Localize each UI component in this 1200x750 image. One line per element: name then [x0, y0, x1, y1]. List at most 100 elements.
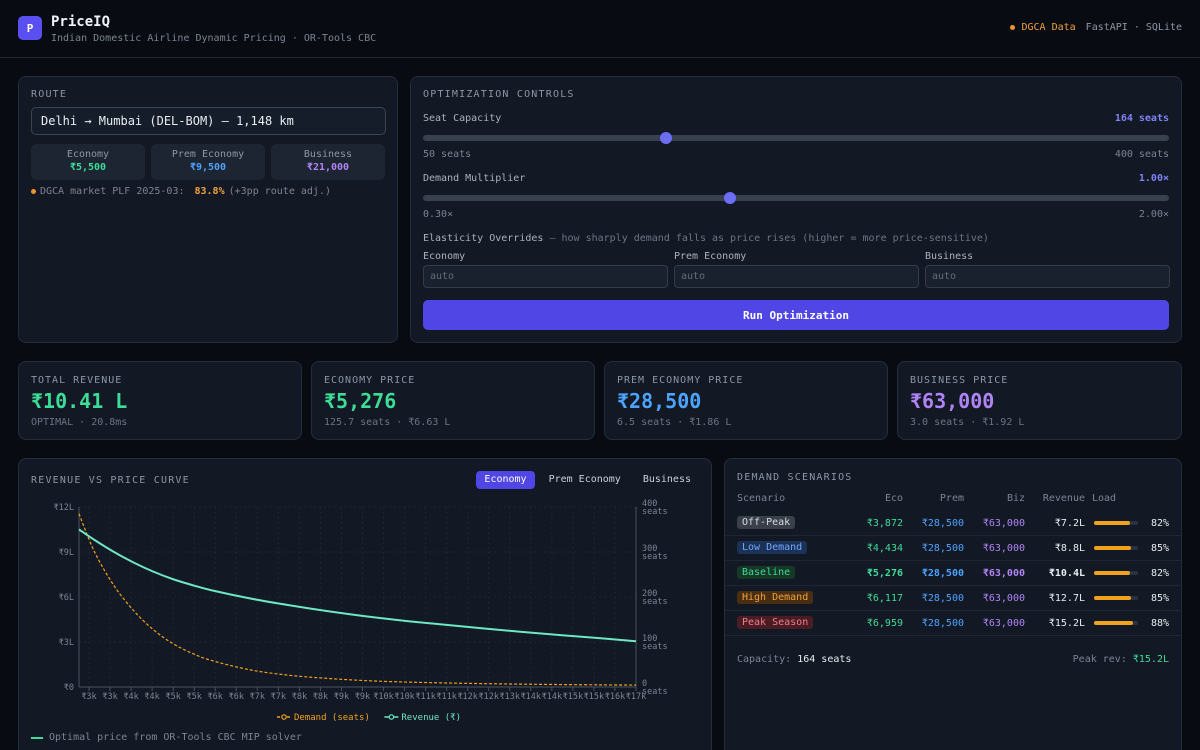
scenario-revenue: ₹8.8L — [1054, 543, 1085, 554]
scenario-prem-price: ₹28,500 — [921, 593, 964, 604]
scenario-load: 88% — [1150, 618, 1169, 629]
scenario-biz-price: ₹63,000 — [982, 543, 1025, 554]
demand-multiplier-min: 0.30× — [423, 209, 454, 220]
seat-capacity-slider-handle[interactable] — [659, 132, 672, 144]
kpi-value: ₹63,000 — [910, 389, 995, 413]
x-tick-label: ₹14k — [542, 692, 562, 702]
x-tick-label: ₹6k — [208, 692, 223, 702]
col-header-prem: Prem — [939, 493, 964, 504]
tab-economy[interactable]: Economy — [476, 471, 535, 489]
cabin-base-price: ₹9,500 — [189, 162, 227, 173]
data-source-label: DGCA Data — [1021, 22, 1076, 33]
y-left-tick-label: ₹3L — [59, 638, 74, 648]
scenario-load-fill — [1094, 521, 1131, 525]
kpi-card-prem-economy-price: PREM ECONOMY PRICE ₹28,500 6.5 seats · ₹… — [604, 361, 888, 440]
kpi-subtext: 6.5 seats · ₹1.86 L — [617, 417, 732, 428]
x-tick-label: ₹17k — [626, 692, 646, 702]
y-right-tick-label: 300 seats — [642, 544, 668, 562]
tab-prem-economy[interactable]: Prem Economy — [548, 474, 621, 485]
optimization-controls-panel: OPTIMIZATION CONTROLS Seat Capacity 164 … — [410, 76, 1182, 343]
cabin-card-business: Business ₹21,000 — [271, 144, 385, 180]
x-tick-label: ₹5k — [165, 692, 180, 702]
capacity-summary: Capacity: 164 seats — [737, 654, 851, 665]
y-left-tick-label: ₹0 — [64, 683, 74, 693]
app-subtitle: Indian Domestic Airline Dynamic Pricing … — [51, 33, 377, 44]
x-tick-label: ₹13k — [500, 692, 520, 702]
y-right-tick-label: 400 seats — [642, 499, 668, 517]
peak-revenue-value: ₹15.2L — [1132, 654, 1169, 665]
legend-label: Demand (seats) — [294, 713, 370, 723]
scenario-eco-price: ₹5,276 — [866, 568, 903, 579]
scenario-row: Baseline ₹5,276 ₹28,500 ₹63,000 ₹10.4L 82% — [725, 561, 1181, 586]
plf-dot-icon — [31, 189, 36, 194]
y-right-tick-label: 200 seats — [642, 589, 668, 607]
route-select[interactable]: Delhi → Mumbai (DEL-BOM) — 1,148 km — [31, 107, 386, 135]
kpi-subtext: 3.0 seats · ₹1.92 L — [910, 417, 1025, 428]
capacity-value: 164 seats — [797, 654, 852, 665]
x-tick-label: ₹7k — [250, 692, 265, 702]
tech-stack-label: FastAPI · SQLite — [1085, 22, 1182, 33]
seat-capacity-slider[interactable] — [423, 132, 1169, 144]
kpi-label: ECONOMY PRICE — [324, 375, 416, 386]
x-tick-label: ₹8k — [292, 692, 307, 702]
x-tick-label: ₹7k — [271, 692, 286, 702]
scenario-prem-price: ₹28,500 — [921, 518, 964, 529]
cabin-tabs: Economy Prem Economy Business — [476, 471, 699, 489]
scenario-row: Low Demand ₹4,434 ₹28,500 ₹63,000 ₹8.8L 85% — [725, 536, 1181, 561]
scenario-badge: Low Demand — [737, 541, 808, 554]
elasticity-business-input[interactable]: auto — [925, 265, 1170, 288]
plf-info: DGCA market PLF 2025-03: 83.8% (+3pp rou… — [31, 186, 331, 197]
demand-multiplier-max: 2.00× — [1138, 209, 1169, 220]
run-optimization-button[interactable]: Run Optimization — [423, 300, 1169, 330]
scenario-badge: High Demand — [737, 591, 814, 604]
peak-revenue-label: Peak rev: — [1072, 654, 1127, 665]
header-meta: DGCA Data FastAPI · SQLite — [1010, 22, 1182, 33]
demand-multiplier-slider-handle[interactable] — [724, 192, 737, 204]
x-tick-label: ₹6k — [229, 692, 244, 702]
kpi-value: ₹5,276 — [324, 389, 397, 413]
scenario-badge: Peak Season — [737, 616, 814, 629]
demand-multiplier-label: Demand Multiplier — [423, 173, 526, 184]
x-tick-label: ₹3k — [102, 692, 117, 702]
scenario-load: 85% — [1150, 543, 1169, 554]
cabin-name: Business — [303, 149, 353, 160]
scenario-load-bar — [1094, 546, 1138, 550]
legend-marker — [388, 714, 395, 720]
kpi-card-business-price: BUSINESS PRICE ₹63,000 3.0 seats · ₹1.92… — [897, 361, 1182, 440]
route-panel: ROUTE Delhi → Mumbai (DEL-BOM) — 1,148 k… — [18, 76, 398, 343]
scenario-load: 82% — [1150, 568, 1169, 579]
y-left-tick-label: ₹12L — [54, 503, 74, 513]
seat-capacity-label: Seat Capacity — [423, 113, 502, 124]
y-right-tick-label: 0 seats — [642, 679, 668, 697]
elasticity-economy-input[interactable]: auto — [423, 265, 668, 288]
elasticity-economy-label: Economy — [423, 251, 466, 262]
x-tick-label: ₹4k — [123, 692, 138, 702]
x-tick-label: ₹14k — [521, 692, 541, 702]
elasticity-prem-economy-input[interactable]: auto — [674, 265, 919, 288]
demand-multiplier-slider[interactable] — [423, 192, 1169, 204]
scenario-revenue: ₹10.4L — [1048, 568, 1085, 579]
legend-marker — [281, 714, 287, 720]
tab-business[interactable]: Business — [642, 474, 691, 485]
scenario-row: High Demand ₹6,117 ₹28,500 ₹63,000 ₹12.7L 85% — [725, 586, 1181, 611]
seat-capacity-max: 400 seats — [1114, 149, 1169, 160]
cabin-card-economy: Economy ₹5,500 — [31, 144, 145, 180]
app-header: P PriceIQ Indian Domestic Airline Dynami… — [0, 0, 1200, 58]
scenario-prem-price: ₹28,500 — [921, 568, 964, 579]
y-right-tick-label: 100 seats — [642, 634, 668, 652]
x-tick-label: ₹5k — [187, 692, 202, 702]
revenue-curve-panel: REVENUE VS PRICE CURVE Economy Prem Econ… — [18, 458, 712, 750]
x-tick-label: ₹12k — [457, 692, 477, 702]
x-tick-label: ₹11k — [415, 692, 435, 702]
demand-multiplier-value: 1.00× — [1138, 173, 1169, 184]
cabin-base-price: ₹21,000 — [306, 162, 350, 173]
legend-label: Revenue (₹) — [401, 713, 461, 723]
plf-adjustment: (+3pp route adj.) — [228, 186, 331, 197]
x-tick-label: ₹9k — [355, 692, 370, 702]
x-tick-label: ₹3k — [81, 692, 96, 702]
cabin-card-prem-economy: Prem Economy ₹9,500 — [151, 144, 265, 180]
y-left-tick-label: ₹6L — [59, 593, 74, 603]
cabin-name: Economy — [66, 149, 110, 160]
x-tick-label: ₹16k — [605, 692, 625, 702]
route-section-title: ROUTE — [31, 89, 68, 100]
